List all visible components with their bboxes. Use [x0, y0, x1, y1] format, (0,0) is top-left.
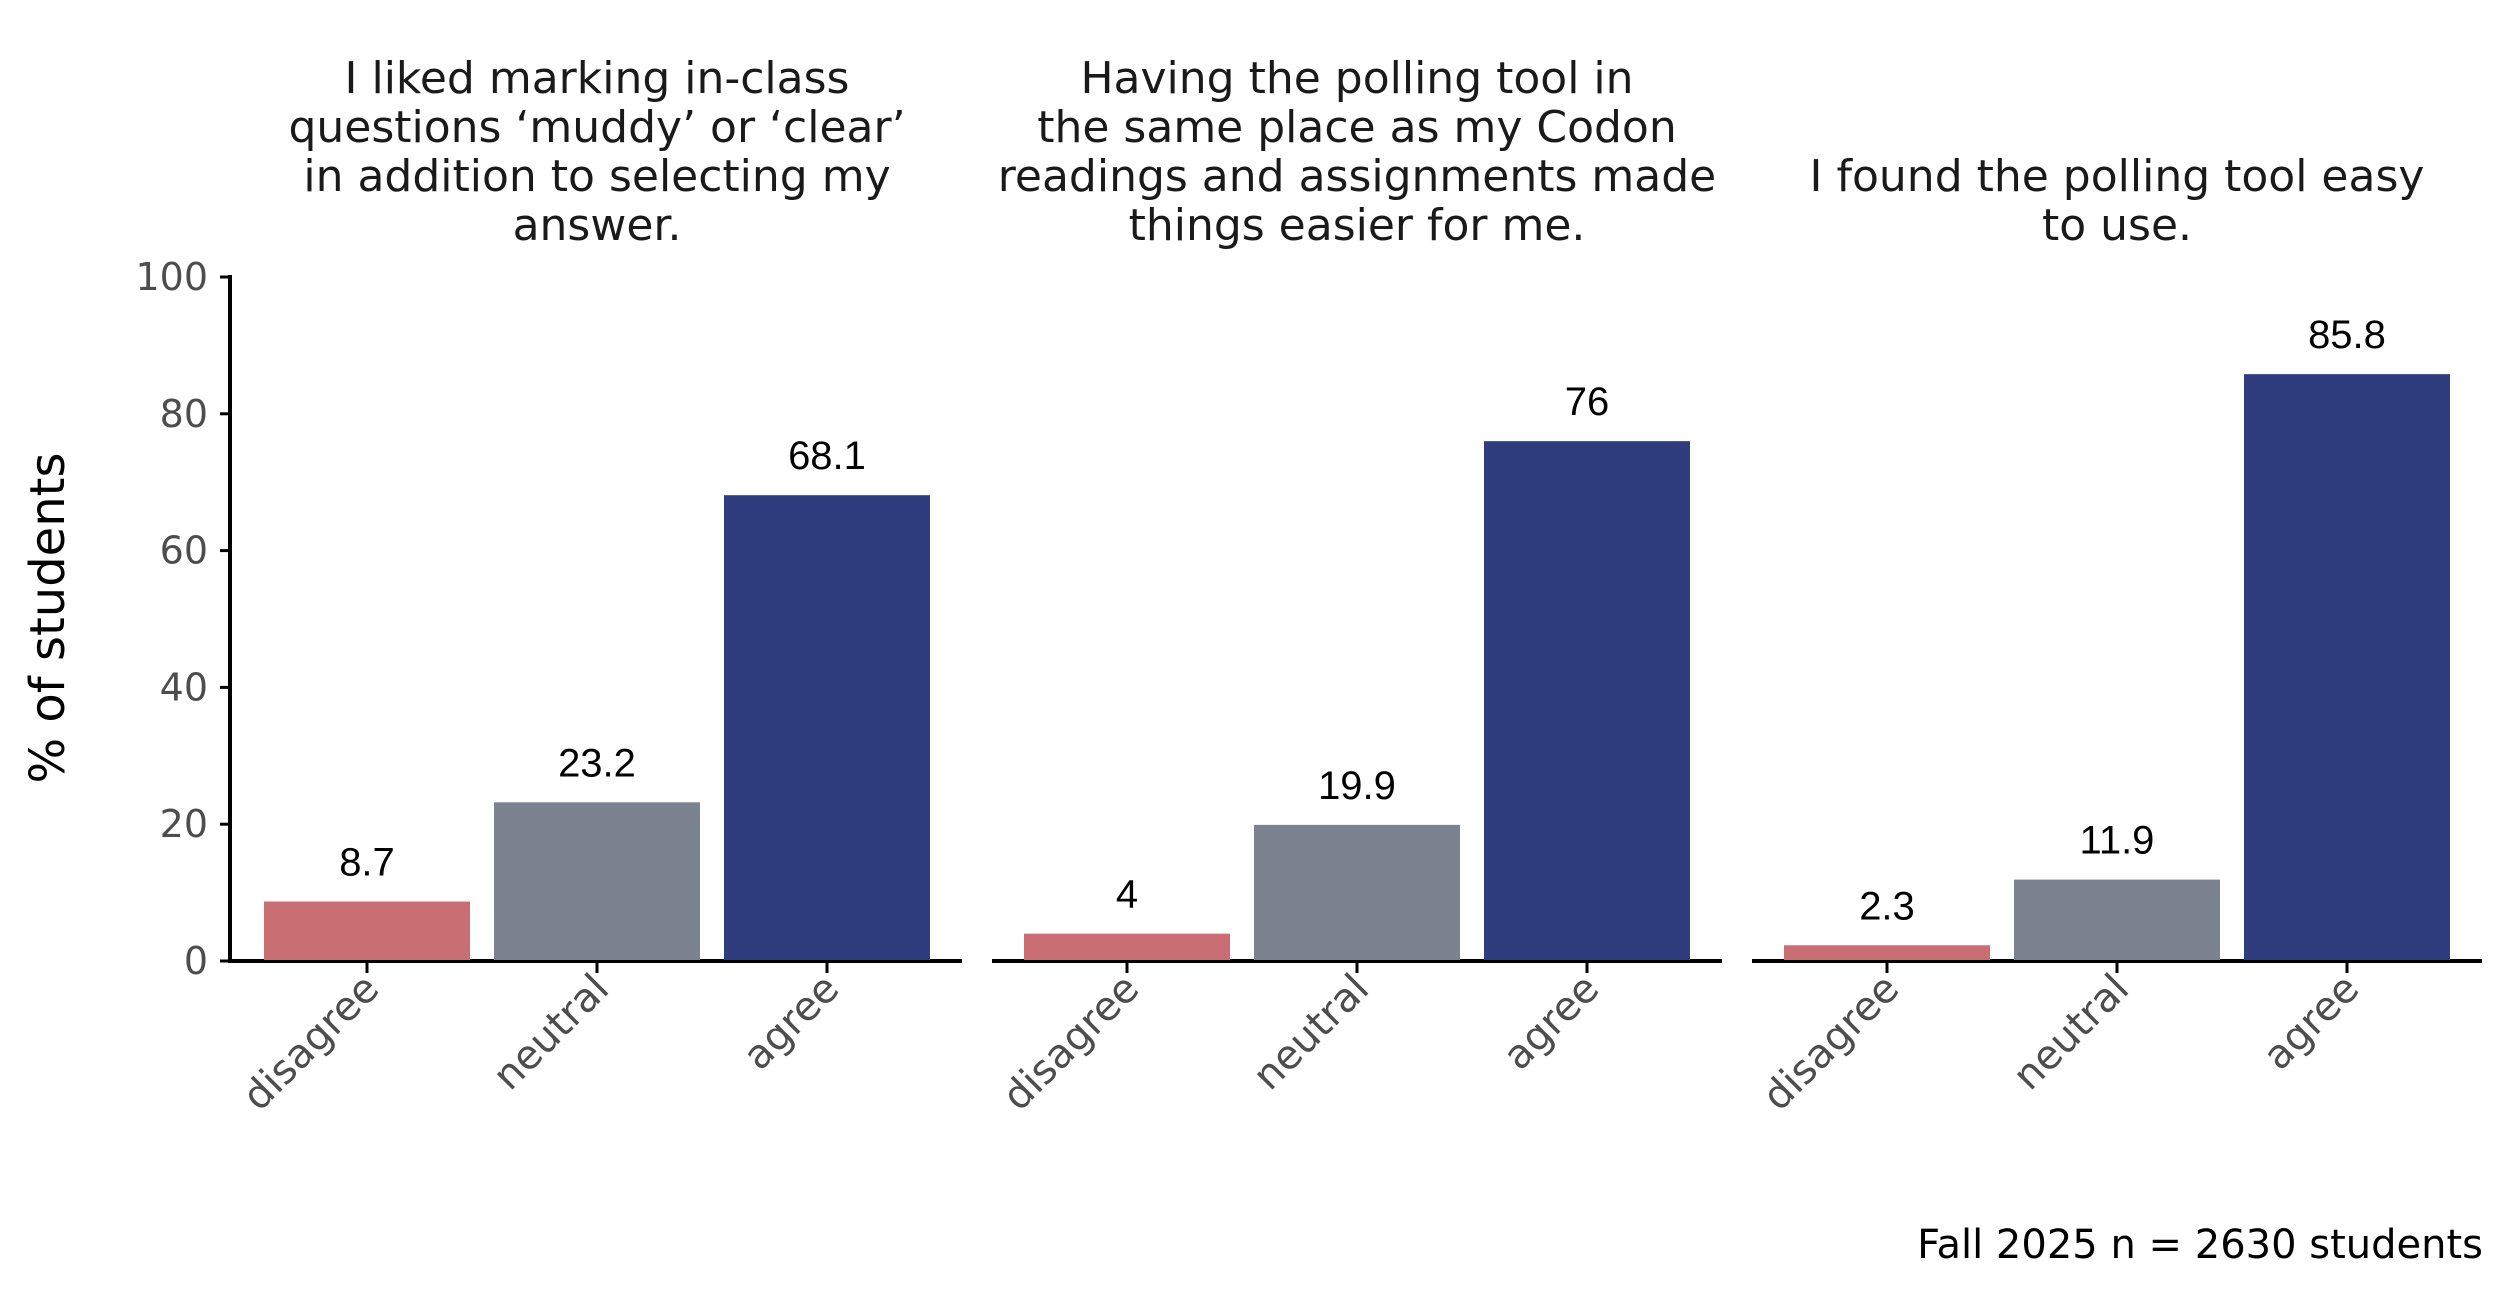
- x-category-label: agree: [1494, 966, 1608, 1080]
- x-category-label: agree: [734, 966, 848, 1080]
- bar-value-label: 11.9: [2080, 819, 2155, 863]
- bar-disagree: [264, 901, 470, 960]
- bar-agree: [1484, 441, 1690, 960]
- bar-value-label: 8.7: [339, 840, 395, 884]
- panel-title-line: questions ‘muddy’ or ‘clear’: [288, 102, 905, 153]
- x-category-label: neutral: [484, 966, 618, 1100]
- x-category-label: disagree: [234, 966, 388, 1120]
- bar-value-label: 19.9: [1318, 764, 1396, 808]
- y-axis-title: % of students: [20, 453, 76, 784]
- bar-value-label: 2.3: [1859, 884, 1915, 928]
- bar-value-label: 68.1: [788, 434, 866, 478]
- y-tick-label: 20: [160, 802, 208, 846]
- y-tick-label: 80: [160, 392, 208, 436]
- panel-title-line: I liked marking in-class: [345, 53, 850, 104]
- y-tick-label: 60: [160, 529, 208, 573]
- bar-value-label: 76: [1565, 380, 1610, 424]
- bar-neutral: [1254, 824, 1460, 960]
- x-category-label: neutral: [1244, 966, 1378, 1100]
- panel-title-line: answer.: [513, 200, 682, 251]
- bar-neutral: [494, 802, 700, 960]
- panel-title-line: readings and assignments made: [998, 151, 1716, 202]
- y-axis: 0 20 40 60 80 100: [135, 255, 232, 983]
- y-tick-label: 100: [135, 255, 208, 299]
- bar-value-label: 4: [1116, 873, 1138, 917]
- x-category-label: disagree: [1754, 966, 1908, 1120]
- panel-title-line: things easier for me.: [1129, 200, 1586, 251]
- x-category-label: disagree: [994, 966, 1148, 1120]
- caption: Fall 2025 n = 2630 students: [1917, 1222, 2483, 1268]
- y-tick-label: 40: [160, 665, 208, 709]
- panel-title-line: the same place as my Codon: [1037, 102, 1677, 153]
- panel-title-line: to use.: [2042, 200, 2192, 251]
- y-tick-label: 0: [184, 939, 208, 983]
- x-category-label: agree: [2254, 966, 2368, 1080]
- bar-agree: [2244, 374, 2450, 960]
- bar-disagree: [1784, 945, 1990, 960]
- panel-title-line: Having the polling tool in: [1080, 53, 1633, 104]
- bar-value-label: 23.2: [558, 741, 636, 785]
- bar-agree: [724, 495, 930, 960]
- bar-disagree: [1024, 933, 1230, 960]
- panel-title-line: I found the polling tool easy: [1810, 151, 2425, 202]
- panel-title-line: in addition to selecting my: [303, 151, 890, 202]
- bar-neutral: [2014, 879, 2220, 960]
- x-category-label: neutral: [2004, 966, 2138, 1100]
- bar-value-label: 85.8: [2308, 313, 2386, 357]
